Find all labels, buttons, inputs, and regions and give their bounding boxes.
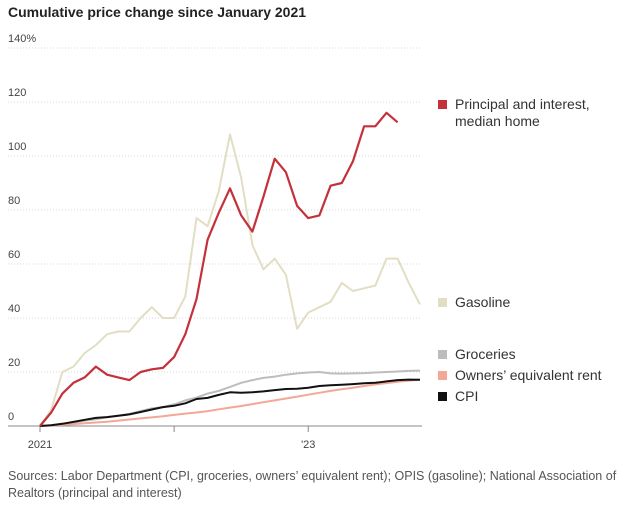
y-tick-label: 80 bbox=[8, 195, 20, 207]
y-tick-label: 120 bbox=[8, 87, 26, 99]
legend-label: CPI bbox=[455, 388, 479, 404]
source-note: Sources: Labor Department (CPI, grocerie… bbox=[8, 469, 617, 500]
y-tick-label: 140% bbox=[8, 33, 36, 45]
legend-item: CPI bbox=[438, 388, 618, 405]
legend-swatch bbox=[438, 100, 447, 109]
chart-title: Cumulative price change since January 20… bbox=[8, 4, 307, 20]
legend-item: Groceries bbox=[438, 346, 618, 363]
y-tick-label: 0 bbox=[8, 411, 14, 423]
y-tick-label: 60 bbox=[8, 249, 20, 261]
legend-swatch bbox=[438, 350, 447, 359]
legend-item: Gasoline bbox=[438, 294, 618, 311]
y-tick-label: 40 bbox=[8, 303, 20, 315]
legend-label: Principal and interest, median home bbox=[455, 96, 590, 129]
legend-item: Principal and interest, median home bbox=[438, 96, 618, 130]
series-line bbox=[39, 378, 421, 427]
legend-swatch bbox=[438, 298, 447, 307]
y-tick-label: 20 bbox=[8, 357, 20, 369]
legend-swatch bbox=[438, 371, 447, 380]
series-line bbox=[39, 378, 421, 427]
legend-label: Groceries bbox=[455, 346, 516, 362]
legend-label: Gasoline bbox=[455, 294, 511, 310]
series-line bbox=[39, 111, 399, 427]
x-tick-label: '23 bbox=[301, 439, 315, 451]
legend-label: Owners’ equivalent rent bbox=[455, 367, 602, 383]
legend-swatch bbox=[438, 392, 447, 401]
y-tick-label: 100 bbox=[8, 141, 26, 153]
legend-item: Owners’ equivalent rent bbox=[438, 367, 618, 384]
series-line bbox=[39, 133, 421, 427]
x-tick-label: 2021 bbox=[28, 439, 52, 451]
